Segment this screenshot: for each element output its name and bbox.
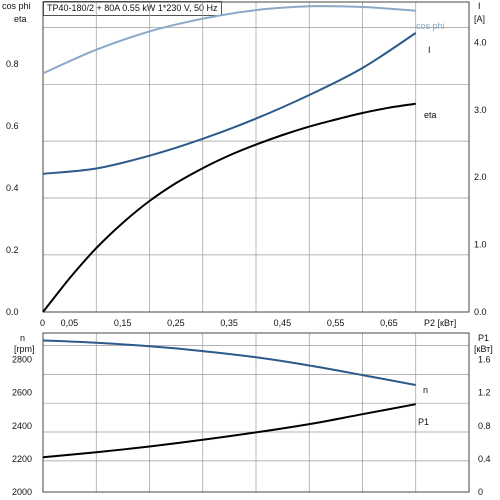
- x-tick-label: 0,35: [220, 318, 238, 328]
- x-tick-label: 0,55: [327, 318, 345, 328]
- left-tick-label-top: 0.0: [6, 307, 19, 317]
- right-tick-label-bottom: 1.6: [478, 355, 491, 365]
- current-curve: [42, 32, 417, 175]
- right-tick-label-top: 2.0: [474, 172, 487, 182]
- right-tick-label-top: 4.0: [474, 37, 487, 47]
- right-axis-label-current: I: [478, 1, 481, 11]
- right-tick-label-bottom: 1.2: [478, 388, 491, 398]
- current-series-label: I: [428, 45, 431, 55]
- left-axis-label-cosphi: cos phi: [2, 1, 31, 11]
- left-tick-label-bottom: 2400: [12, 421, 32, 431]
- x-tick-label: 0,15: [114, 318, 132, 328]
- right-tick-label-bottom: 0.8: [478, 421, 491, 431]
- right-tick-label-top: 3.0: [474, 105, 487, 115]
- left-tick-label-top: 0.8: [6, 59, 19, 69]
- x-tick-label: 0,25: [167, 318, 185, 328]
- right-tick-label-top: 1.0: [474, 240, 487, 250]
- left-axis-label-speed: n: [20, 333, 25, 343]
- x-tick-label: 0,65: [380, 318, 398, 328]
- power-curve: [42, 403, 416, 459]
- power-series-label: P1: [418, 417, 429, 427]
- cos-phi-series-label: cos phi: [416, 21, 445, 31]
- left-tick-label-top: 0.6: [6, 121, 19, 131]
- eta-series-label: eta: [424, 110, 437, 120]
- x-tick-label: 0: [40, 318, 45, 328]
- speed-series-label: n: [423, 385, 428, 395]
- right-axis-label-kw: [кВт]: [474, 344, 493, 354]
- right-axis-label-amps: [A]: [474, 14, 485, 24]
- plot-frame-top: [42, 1, 470, 313]
- left-tick-label-bottom: 2800: [12, 355, 32, 365]
- plot-frame-bottom: [42, 332, 470, 493]
- left-axis-label-rpm: [rpm]: [14, 344, 35, 354]
- x-axis-label: P2 [кВт]: [424, 318, 456, 328]
- speed-curve: [42, 339, 416, 386]
- eta-curve: [42, 102, 416, 313]
- right-axis-label-p1: P1: [478, 333, 489, 343]
- x-tick-label: 0,45: [274, 318, 292, 328]
- right-tick-label-bottom: 0: [478, 487, 483, 497]
- left-tick-label-top: 0.2: [6, 245, 19, 255]
- left-tick-label-top: 0.4: [6, 183, 19, 193]
- x-tick-label: 0,05: [61, 318, 79, 328]
- cos-phi-curve: [42, 5, 416, 75]
- left-tick-label-bottom: 2600: [12, 388, 32, 398]
- left-axis-label-eta: eta: [14, 14, 27, 24]
- right-tick-label-bottom: 0.4: [478, 454, 491, 464]
- right-tick-label-top: 0.0: [474, 307, 487, 317]
- left-tick-label-bottom: 2200: [12, 454, 32, 464]
- left-tick-label-bottom: 2000: [12, 487, 32, 497]
